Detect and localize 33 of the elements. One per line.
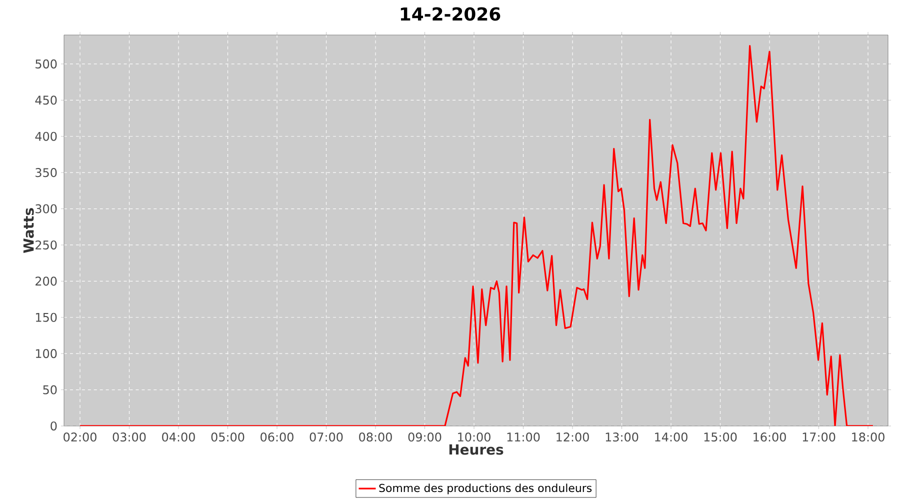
x-tick-label: 14:00: [655, 432, 688, 442]
x-tick-label: 02:00: [64, 432, 96, 442]
y-axis-title: Watts: [23, 208, 34, 254]
x-tick-label: 07:00: [310, 432, 343, 442]
y-tick-label: 150: [36, 312, 57, 322]
y-tick-label: 350: [36, 168, 57, 178]
y-tick-label: 450: [35, 96, 57, 105]
y-tick-label: 500: [36, 59, 57, 68]
y-tick-label: 0: [50, 421, 57, 431]
y-tick-label: 400: [35, 132, 57, 141]
x-tick-label: 03:00: [112, 432, 146, 442]
x-tick-label: 16:00: [754, 432, 786, 442]
y-tick-label: 200: [36, 276, 57, 286]
x-tick-label: 05:00: [211, 432, 244, 442]
x-tick-label: 18:00: [852, 432, 884, 442]
x-axis-title: Heures: [449, 444, 504, 455]
y-tick-label: 300: [36, 204, 57, 214]
x-tick-label: 17:00: [802, 432, 836, 442]
x-tick-label: 04:00: [162, 432, 195, 442]
x-tick-label: 08:00: [359, 432, 392, 442]
y-tick-label: 50: [43, 385, 57, 394]
x-tick-label: 13:00: [606, 432, 638, 442]
x-tick-label: 06:00: [260, 432, 294, 442]
x-tick-label: 15:00: [704, 432, 737, 442]
y-tick-label: 100: [36, 349, 57, 358]
legend-label: Somme des productions des onduleurs: [379, 484, 592, 494]
chart-title: 14-2-2026: [400, 7, 500, 21]
line-series: [79, 45, 874, 426]
x-tick-label: 10:00: [458, 432, 490, 442]
x-tick-label: 09:00: [408, 432, 442, 442]
x-tick-label: 11:00: [507, 432, 540, 442]
x-tick-label: 12:00: [556, 432, 589, 442]
y-tick-label: 250: [36, 240, 57, 250]
